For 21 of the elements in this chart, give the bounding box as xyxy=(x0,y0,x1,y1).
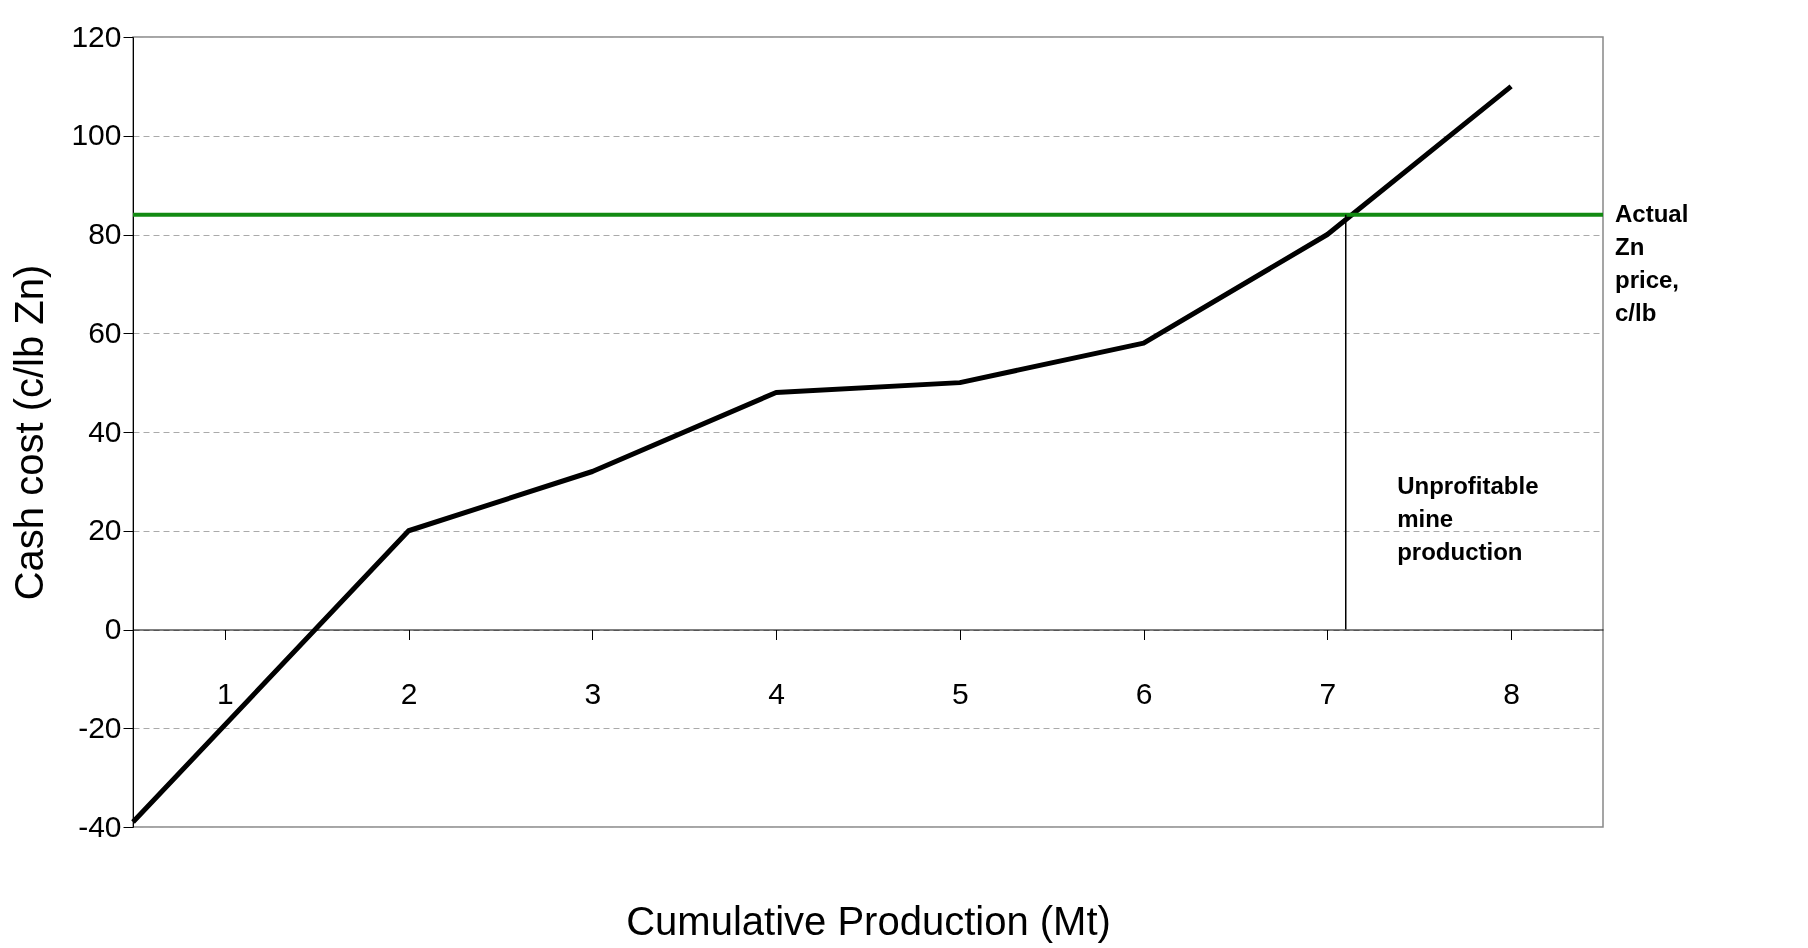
x-tick-label: 5 xyxy=(952,677,969,710)
x-tick-label: 3 xyxy=(584,677,602,710)
x-tick-label: 4 xyxy=(768,677,785,710)
y-tick-label: -20 xyxy=(78,710,122,744)
y-tick-label: 120 xyxy=(71,19,122,53)
x-tick-label: 2 xyxy=(400,677,418,710)
x-tick-label: 1 xyxy=(217,677,234,710)
x-tick-label: 7 xyxy=(1319,677,1337,710)
ref-line-label: Actual Zn price, c/lb xyxy=(1615,199,1689,326)
x-tick-label: 6 xyxy=(1135,677,1153,710)
y-tick-label: 20 xyxy=(88,513,122,547)
annotation: Unprofitable mine production xyxy=(1397,472,1539,566)
y-tick-label: 0 xyxy=(104,612,122,645)
y-tick-label: 100 xyxy=(71,118,122,152)
y-axis-title: Cash cost (c/lb Zn) xyxy=(7,264,52,601)
y-tick-label: 60 xyxy=(88,315,122,349)
x-axis-title: Cumulative Production (Mt) xyxy=(626,898,1111,943)
y-tick-label: 80 xyxy=(88,217,122,250)
y-tick-label: 40 xyxy=(88,414,122,448)
y-tick-label: -40 xyxy=(78,809,122,843)
x-tick-label: 8 xyxy=(1503,677,1520,710)
